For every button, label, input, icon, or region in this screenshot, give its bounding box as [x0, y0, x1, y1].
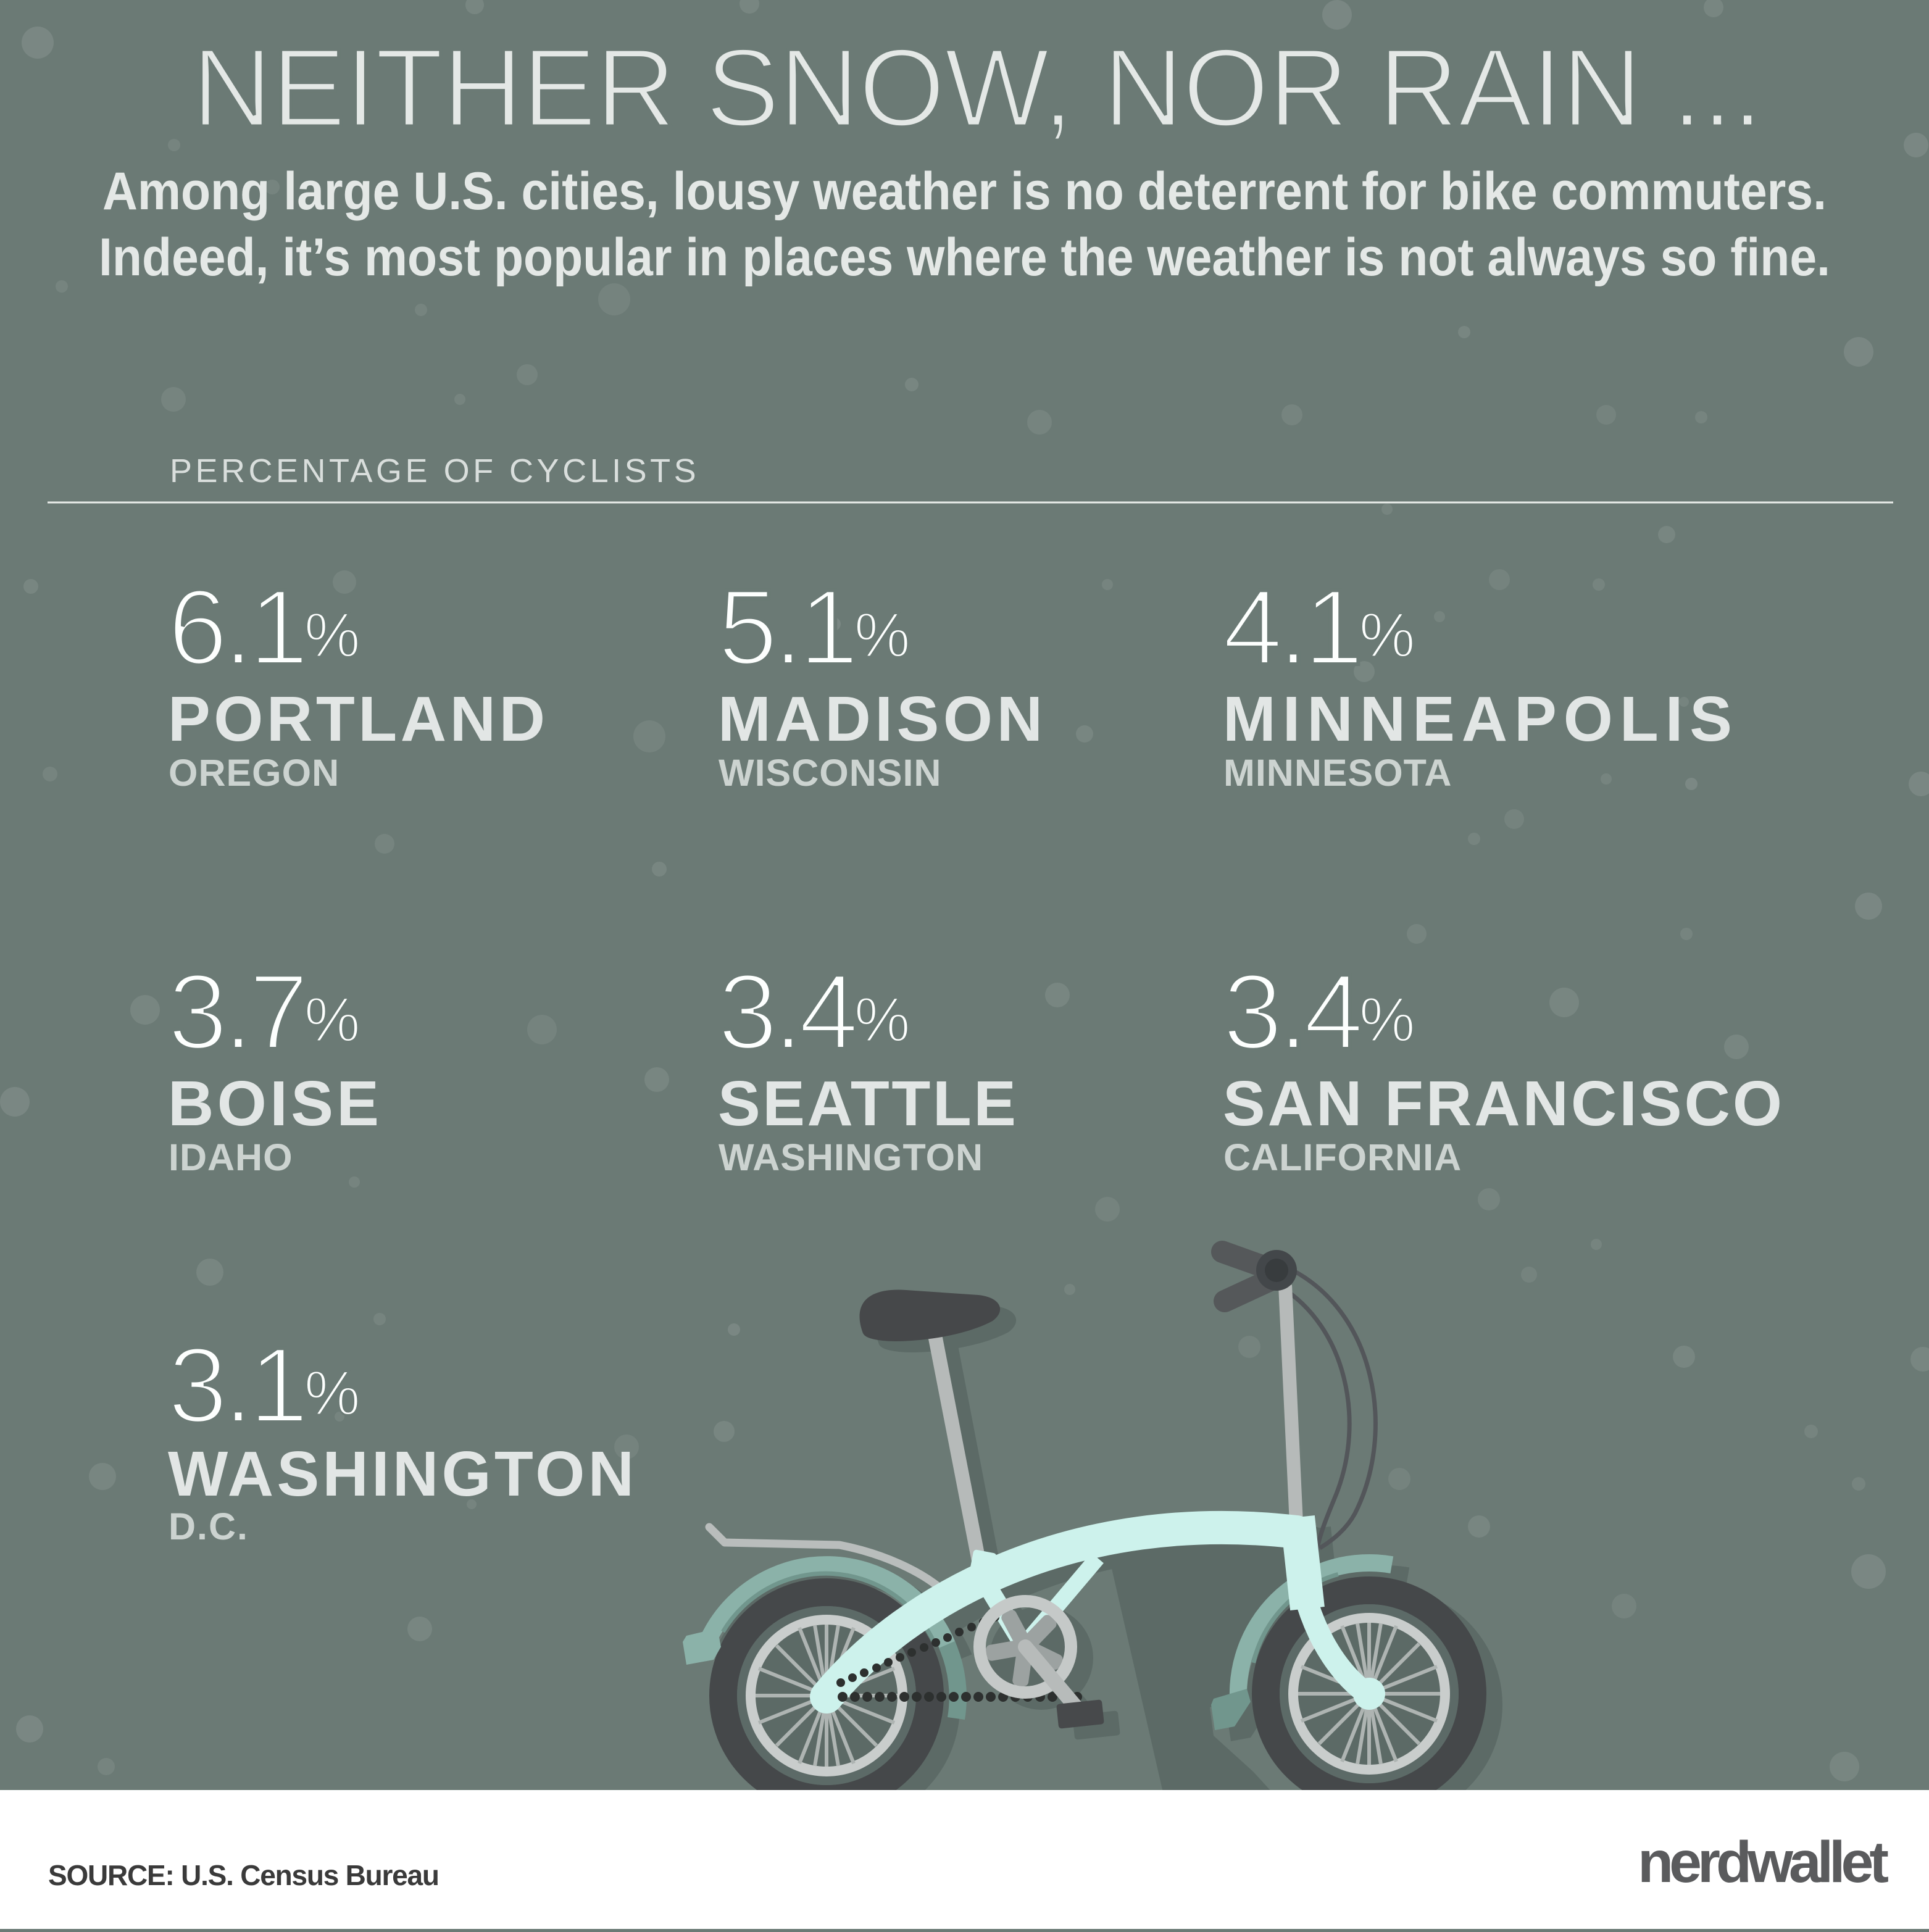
svg-text:PERCENTAGE OF CYCLISTS: PERCENTAGE OF CYCLISTS: [170, 452, 699, 489]
svg-text:MINNESOTA: MINNESOTA: [1223, 752, 1452, 794]
svg-text:WASHINGTON: WASHINGTON: [719, 1136, 983, 1178]
svg-text:SAN FRANCISCO: SAN FRANCISCO: [1223, 1068, 1782, 1139]
svg-text:D.C.: D.C.: [169, 1505, 249, 1547]
svg-text:Indeed, it’s most popular in p: Indeed, it’s most popular in places wher…: [99, 228, 1830, 287]
svg-text:CALIFORNIA: CALIFORNIA: [1223, 1136, 1462, 1178]
svg-text:BOISE: BOISE: [168, 1068, 379, 1139]
svg-text:nerdwallet: nerdwallet: [1638, 1830, 1888, 1895]
svg-text:IDAHO: IDAHO: [169, 1136, 293, 1178]
svg-text:WISCONSIN: WISCONSIN: [719, 752, 941, 794]
svg-text:MINNEAPOLIS: MINNEAPOLIS: [1223, 683, 1732, 754]
svg-text:Among large U.S. cities, lousy: Among large U.S. cities, lousy weather i…: [102, 162, 1827, 221]
svg-text:NEITHER SNOW, NOR RAIN ...: NEITHER SNOW, NOR RAIN ...: [192, 26, 1762, 150]
svg-text:SEATTLE: SEATTLE: [718, 1068, 1016, 1139]
svg-text:WASHINGTON: WASHINGTON: [168, 1438, 634, 1509]
svg-text:OREGON: OREGON: [169, 752, 340, 794]
svg-text:SOURCE: U.S. Census Bureau: SOURCE: U.S. Census Bureau: [48, 1859, 440, 1891]
